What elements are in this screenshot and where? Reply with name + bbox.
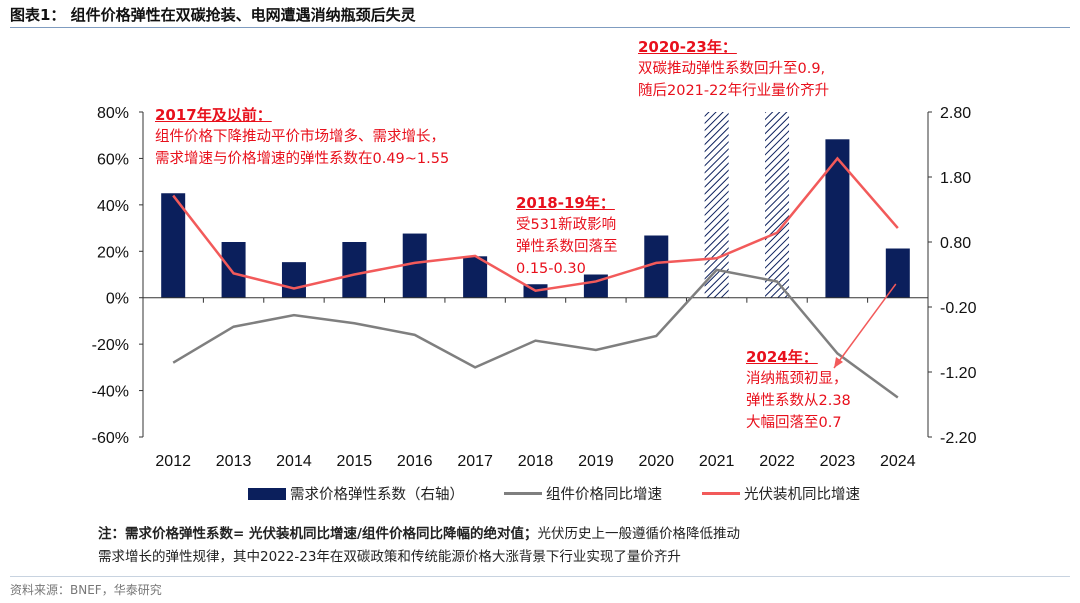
annotation-2020-line: 双碳推动弹性系数回升至0.9, (638, 61, 826, 77)
annotation-arrow-head (834, 357, 843, 368)
annotation-2017-head: 2017年及以前： (155, 106, 272, 124)
legend-swatch-red-line (702, 492, 740, 495)
x-tick-label: 2015 (337, 453, 373, 470)
bar-2014 (281, 262, 306, 298)
bar-2023 (825, 139, 850, 298)
x-tick-label: 2024 (880, 453, 916, 470)
bar-2012 (161, 193, 186, 298)
annotation-2024-head: 2024年： (746, 348, 818, 366)
annotation-2017-line: 需求增速与价格增速的弹性系数在0.49~1.55 (155, 151, 450, 167)
x-tick-label: 2020 (638, 453, 674, 470)
left-tick-label: 60% (97, 151, 129, 168)
left-tick-label: 80% (97, 105, 129, 122)
right-tick-label: -2.20 (940, 430, 977, 447)
bar-2024 (885, 248, 910, 298)
annotation-2018-line: 受531新政影响 (516, 217, 617, 233)
bar-2015 (342, 242, 367, 298)
left-tick-label: -20% (92, 337, 129, 354)
bar-hatched-2022 (765, 112, 790, 298)
x-tick-label: 2016 (397, 453, 433, 470)
source-divider (10, 576, 1070, 577)
legend-item-elasticity: 需求价格弹性系数（右轴） (248, 483, 464, 504)
footnote-text: 光伏历史上一般遵循价格降低推动 (537, 526, 740, 542)
annotation-2024-line: 消纳瓶颈初显， (746, 371, 848, 387)
x-tick-label: 2019 (578, 453, 614, 470)
bar-hatched-2021 (704, 112, 729, 298)
left-tick-label: -60% (92, 430, 129, 447)
x-tick-label: 2022 (759, 453, 795, 470)
annotation-2024-line: 弹性系数从2.38 (746, 393, 851, 409)
footnote-bold: 注：需求价格弹性系数= 光伏装机同比增速/组件价格同比降幅的绝对值； (98, 526, 538, 542)
left-tick-label: 40% (97, 198, 129, 215)
annotation-2017: 2017年及以前： 组件价格下降推动平价市场增多、需求增长， 需求增速与价格增速… (155, 104, 449, 170)
right-tick-label: 1.80 (940, 170, 971, 187)
right-tick-label: 2.80 (940, 105, 971, 122)
annotation-2024-line: 大幅回落至0.7 (746, 415, 842, 431)
left-tick-label: -40% (92, 384, 129, 401)
bar-2013 (221, 242, 246, 298)
annotation-arrow (833, 283, 897, 369)
annotation-2018: 2018-19年： 受531新政影响 弹性系数回落至 0.15-0.30 (516, 192, 618, 280)
left-tick-label: 20% (97, 244, 129, 261)
chart: 80% 60% 40% 20% 0% -20% -40% -60% 2.80 1.80 0.80 -0… (92, 105, 977, 470)
bar-2017 (463, 256, 488, 298)
x-tick-label: 2013 (216, 453, 252, 470)
annotation-2020: 2020-23年： 双碳推动弹性系数回升至0.9, 随后2021-22年行业量价… (638, 36, 829, 102)
footnote: 注：需求价格弹性系数= 光伏装机同比增速/组件价格同比降幅的绝对值；光伏历史上一… (98, 523, 740, 569)
legend-label: 需求价格弹性系数（右轴） (290, 487, 464, 503)
title-divider (10, 27, 1070, 28)
x-tick-label: 2021 (699, 453, 735, 470)
left-tick-label: 0% (106, 291, 129, 308)
annotation-2020-line: 随后2021-22年行业量价齐升 (638, 83, 830, 99)
annotation-2020-head: 2020-23年： (638, 38, 737, 56)
legend-label: 组件价格同比增速 (546, 487, 662, 503)
x-tick-label: 2014 (276, 453, 312, 470)
x-tick-label: 2017 (457, 453, 493, 470)
legend-swatch-bar (248, 487, 286, 500)
right-tick-label: 0.80 (940, 235, 971, 252)
right-tick-label: -0.20 (940, 300, 977, 317)
right-tick-label: -1.20 (940, 365, 977, 382)
x-tick-label: 2023 (820, 453, 856, 470)
annotation-2024: 2024年： 消纳瓶颈初显， 弹性系数从2.38 大幅回落至0.7 (746, 346, 851, 434)
x-tick-label: 2018 (518, 453, 554, 470)
source: 资料来源：BNEF，华泰研究 (10, 583, 162, 597)
x-tick-label: 2012 (155, 453, 191, 470)
legend: 需求价格弹性系数（右轴） 组件价格同比增速 光伏装机同比增速 (248, 483, 860, 504)
figure-title: 图表1： 组件价格弹性在双碳抢装、电网遭遇消纳瓶颈后失灵 (10, 6, 416, 24)
annotation-2018-head: 2018-19年： (516, 194, 615, 212)
legend-label: 光伏装机同比增速 (744, 487, 860, 503)
legend-item-price: 组件价格同比增速 (504, 483, 662, 504)
annotation-2017-line: 组件价格下降推动平价市场增多、需求增长， (155, 129, 445, 145)
annotation-2018-line: 0.15-0.30 (516, 261, 586, 277)
footnote-line2: 需求增长的弹性规律，其中2022-23年在双碳政策和传统能源价格大涨背景下行业实… (98, 549, 681, 565)
legend-swatch-gray-line (504, 492, 542, 495)
legend-item-install: 光伏装机同比增速 (702, 483, 860, 504)
annotation-2018-line: 弹性系数回落至 (516, 239, 618, 255)
